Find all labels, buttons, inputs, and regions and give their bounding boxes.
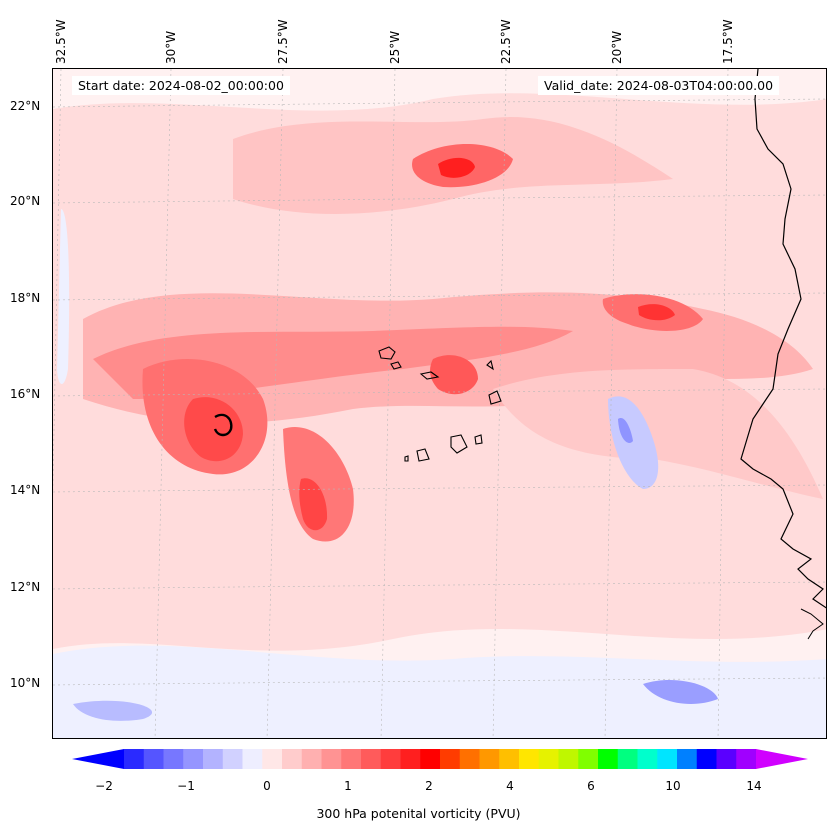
pv-negative-sw xyxy=(643,679,718,704)
valid-date-label: Valid_date: 2024-08-03T04:00:00.00 xyxy=(538,76,780,95)
colorbar-swatch xyxy=(479,749,500,769)
colorbar-tick: 4 xyxy=(506,779,514,793)
colorbar-swatch xyxy=(124,749,145,769)
colorbar-tick: 6 xyxy=(587,779,595,793)
lon-label-32-5w: 32.5°W xyxy=(54,19,68,64)
colorbar-swatch xyxy=(736,749,757,769)
colorbar-swatch xyxy=(262,749,283,769)
lat-label-10n: 10°N xyxy=(10,676,41,690)
colorbar-swatch xyxy=(203,749,224,769)
africa-coastline xyxy=(740,69,826,609)
pv-streak-south xyxy=(283,427,354,542)
colorbar-tick: 10 xyxy=(665,779,681,793)
colorbar-swatch xyxy=(321,749,342,769)
colorbar-swatch xyxy=(301,749,322,769)
colorbar-swatch xyxy=(282,749,303,769)
colorbar-swatch xyxy=(696,749,717,769)
pv-blob-east-core xyxy=(638,304,675,321)
cyclone-center-contour xyxy=(213,413,233,437)
colorbar-swatch xyxy=(143,749,164,769)
colorbar-swatch xyxy=(420,749,441,769)
lat-label-16n: 16°N xyxy=(10,387,41,401)
colorbar-swatch xyxy=(222,749,243,769)
pv-negative-east-core xyxy=(618,418,633,443)
colorbar-swatch xyxy=(163,749,184,769)
lat-label-22n: 22°N xyxy=(10,99,41,113)
pv-blob-center xyxy=(430,355,478,395)
lat-label-20n: 20°N xyxy=(10,194,41,208)
colorbar xyxy=(72,749,808,769)
lon-label-20w: 20°W xyxy=(610,30,624,64)
pv-cyclone-inner xyxy=(184,397,243,462)
pv-blob-north-core xyxy=(438,157,475,178)
colorbar-tick: −2 xyxy=(95,779,113,793)
colorbar-tick: −1 xyxy=(177,779,195,793)
colorbar-extend-high xyxy=(756,749,808,769)
pv-map xyxy=(52,68,827,739)
pv-negative-south xyxy=(53,645,826,738)
pv-streak-south-core xyxy=(299,478,328,531)
colorbar-swatch xyxy=(657,749,678,769)
pv-band-diagonal xyxy=(493,369,823,499)
colorbar-swatch xyxy=(677,749,698,769)
pv-negative-west xyxy=(57,209,70,384)
lat-label-12n: 12°N xyxy=(10,580,41,594)
colorbar-tick: 14 xyxy=(746,779,762,793)
colorbar-swatch xyxy=(519,749,540,769)
colorbar-swatch xyxy=(380,749,401,769)
lat-label-14n: 14°N xyxy=(10,483,41,497)
colorbar-swatch xyxy=(341,749,362,769)
start-date-label: Start date: 2024-08-02_00:00:00 xyxy=(72,76,290,95)
colorbar-tick: 2 xyxy=(425,779,433,793)
colorbar-swatch xyxy=(440,749,461,769)
colorbar-swatch xyxy=(538,749,559,769)
colorbar-swatch xyxy=(242,749,263,769)
colorbar-swatch xyxy=(400,749,421,769)
colorbar-swatch xyxy=(361,749,382,769)
colorbar-label: 300 hPa potenital vorticity (PVU) xyxy=(316,806,521,821)
colorbar-swatch xyxy=(459,749,480,769)
lon-label-17-5w: 17.5°W xyxy=(721,19,735,64)
colorbar-swatch xyxy=(716,749,737,769)
colorbar-tick: 0 xyxy=(263,779,271,793)
colorbar-swatch xyxy=(183,749,204,769)
pv-negative-south-core xyxy=(73,700,153,721)
colorbar-swatch xyxy=(637,749,658,769)
colorbar-swatch xyxy=(598,749,619,769)
lat-label-18n: 18°N xyxy=(10,291,41,305)
colorbar-swatch xyxy=(617,749,638,769)
gridlines xyxy=(53,69,826,738)
colorbar-swatch xyxy=(499,749,520,769)
coast-inlet xyxy=(800,608,824,640)
lon-label-22-5w: 22.5°W xyxy=(499,19,513,64)
lon-label-25w: 25°W xyxy=(388,30,402,64)
colorbar-swatch xyxy=(578,749,599,769)
lon-label-30w: 30°W xyxy=(164,30,178,64)
colorbar-extend-low xyxy=(72,749,124,769)
cape-verde-islands xyxy=(378,346,502,462)
colorbar-swatch xyxy=(558,749,579,769)
pv-contour-field xyxy=(53,69,826,738)
colorbar-tick: 1 xyxy=(344,779,352,793)
lon-label-27-5w: 27.5°W xyxy=(276,19,290,64)
